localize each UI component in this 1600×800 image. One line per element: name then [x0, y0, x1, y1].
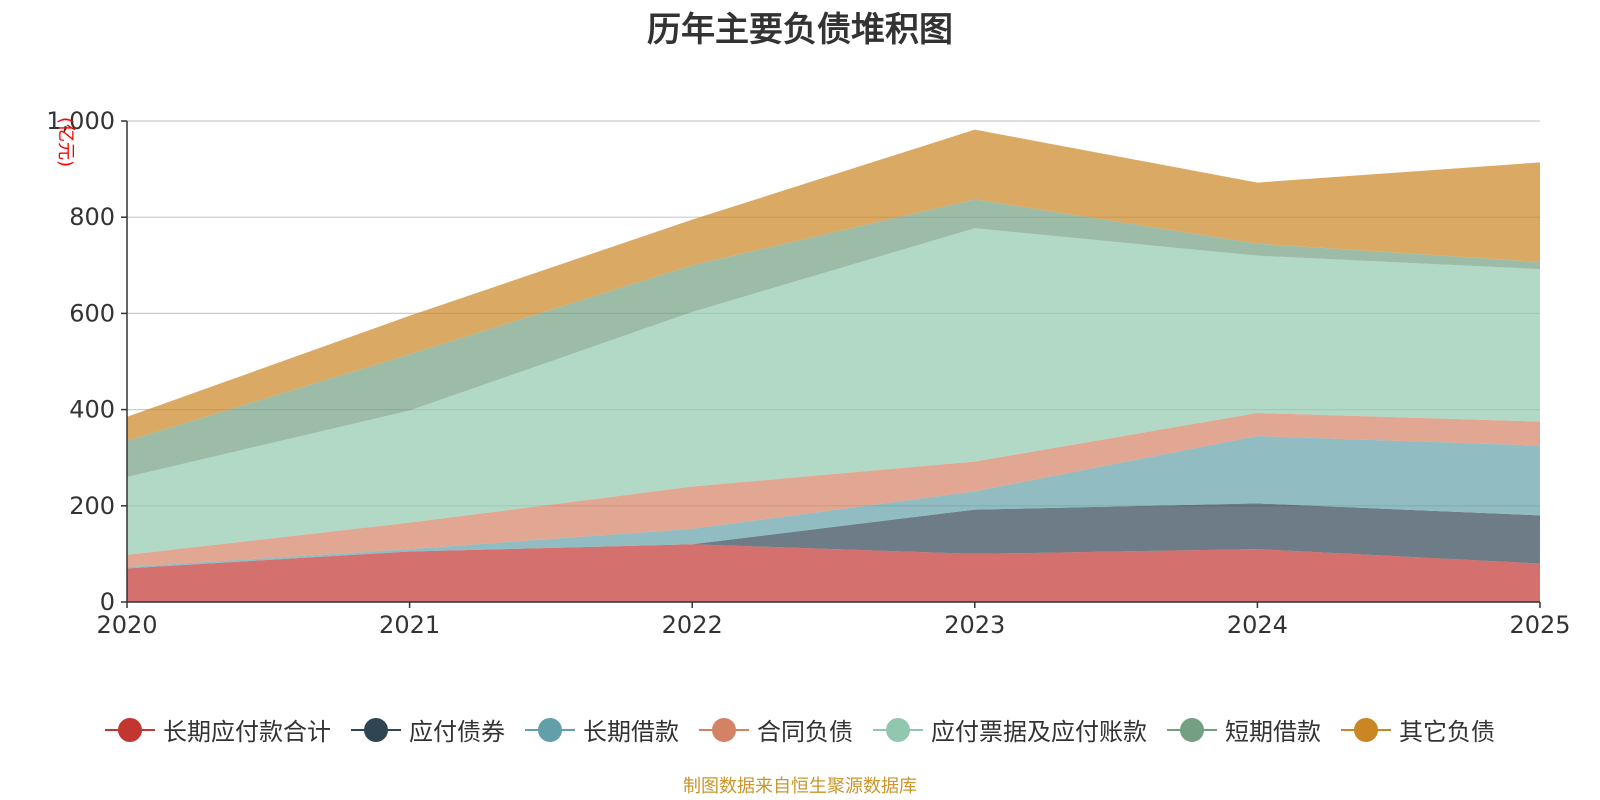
legend-marker-icon	[873, 717, 923, 743]
chart-title: 历年主要负债堆积图	[647, 10, 953, 50]
y-tick-label: 400	[69, 396, 115, 424]
legend-label: 合同负债	[757, 718, 853, 746]
legend-label: 其它负债	[1399, 718, 1495, 746]
y-tick-label: 200	[69, 492, 115, 520]
legend-item[interactable]: 其它负债	[1341, 712, 1495, 747]
legend-marker-icon	[1167, 717, 1217, 743]
x-tick-label: 2020	[96, 611, 157, 639]
y-tick-label: 800	[69, 203, 115, 231]
legend-item[interactable]: 应付票据及应付账款	[873, 712, 1147, 747]
legend-item[interactable]: 短期借款	[1167, 712, 1321, 747]
source-note: 制图数据来自恒生聚源数据库	[683, 776, 917, 797]
x-tick-label: 2023	[944, 611, 1005, 639]
area-series-7[interactable]	[127, 129, 1540, 441]
y-tick-label: 0	[100, 588, 115, 616]
chart-plot: 0 200 400 600 800 1,000 2020 2021 2022 2023 2024 20…	[46, 107, 1570, 639]
x-tick-label: 2024	[1227, 611, 1288, 639]
legend-marker-icon	[699, 717, 749, 743]
legend: 长期应付款合计 应付债券 长期借款 合同负债 应付票据及应付账款 短期借款 其它负债	[0, 712, 1600, 747]
legend-item[interactable]: 应付债券	[351, 712, 505, 747]
legend-label: 应付债券	[409, 718, 505, 746]
area-series-3[interactable]	[127, 436, 1540, 569]
area-series-5[interactable]	[127, 228, 1540, 555]
y-axis-unit-label: (亿元)	[55, 117, 76, 167]
legend-marker-icon	[525, 717, 575, 743]
y-tick-label: 1,000	[46, 107, 115, 135]
legend-marker-icon	[105, 717, 155, 743]
legend-label: 长期应付款合计	[163, 718, 331, 746]
x-tick-label: 2021	[379, 611, 440, 639]
legend-item[interactable]: 合同负债	[699, 712, 853, 747]
legend-marker-icon	[1341, 717, 1391, 743]
area-series-4[interactable]	[127, 412, 1540, 567]
legend-label: 短期借款	[1225, 718, 1321, 746]
x-tick-label: 2025	[1509, 611, 1570, 639]
area-series-6[interactable]	[127, 199, 1540, 477]
y-tick-label: 600	[69, 299, 115, 327]
legend-label: 长期借款	[583, 718, 679, 746]
x-tick-label: 2022	[662, 611, 723, 639]
legend-marker-icon	[351, 717, 401, 743]
axes: 0 200 400 600 800 1,000 2020 2021 2022 2023 2024 20…	[46, 107, 1570, 639]
area-series-1[interactable]	[127, 544, 1540, 602]
legend-label: 应付票据及应付账款	[931, 718, 1147, 746]
area-series	[127, 129, 1540, 602]
area-series-2[interactable]	[127, 503, 1540, 569]
legend-item[interactable]: 长期应付款合计	[105, 712, 331, 747]
legend-item[interactable]: 长期借款	[525, 712, 679, 747]
